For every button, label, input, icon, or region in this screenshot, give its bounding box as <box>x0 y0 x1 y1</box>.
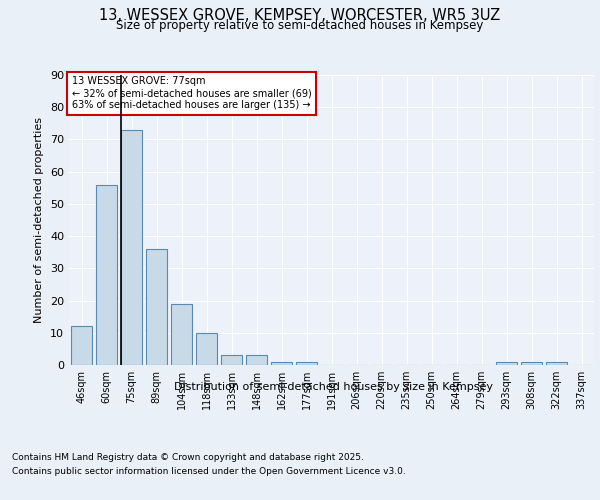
Text: 13 WESSEX GROVE: 77sqm
← 32% of semi-detached houses are smaller (69)
63% of sem: 13 WESSEX GROVE: 77sqm ← 32% of semi-det… <box>71 76 311 110</box>
Bar <box>96 184 117 365</box>
Y-axis label: Number of semi-detached properties: Number of semi-detached properties <box>34 117 44 323</box>
Text: Size of property relative to semi-detached houses in Kempsey: Size of property relative to semi-detach… <box>116 19 484 32</box>
Bar <box>296 362 317 365</box>
Bar <box>221 356 242 365</box>
Bar <box>121 130 142 365</box>
Text: Contains public sector information licensed under the Open Government Licence v3: Contains public sector information licen… <box>12 467 406 476</box>
Text: 13, WESSEX GROVE, KEMPSEY, WORCESTER, WR5 3UZ: 13, WESSEX GROVE, KEMPSEY, WORCESTER, WR… <box>100 8 500 22</box>
Bar <box>171 304 192 365</box>
Bar <box>71 326 92 365</box>
Bar <box>271 362 292 365</box>
Text: Contains HM Land Registry data © Crown copyright and database right 2025.: Contains HM Land Registry data © Crown c… <box>12 454 364 462</box>
Bar <box>521 362 542 365</box>
Bar <box>146 249 167 365</box>
Bar <box>496 362 517 365</box>
Bar <box>246 356 267 365</box>
Bar <box>196 333 217 365</box>
Text: Distribution of semi-detached houses by size in Kempsey: Distribution of semi-detached houses by … <box>173 382 493 392</box>
Bar <box>546 362 567 365</box>
